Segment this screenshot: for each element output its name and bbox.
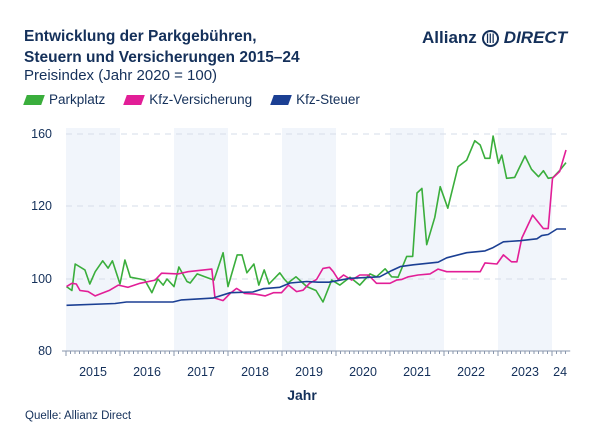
- logo-brand: Allianz: [422, 28, 477, 47]
- year-band: [282, 128, 336, 351]
- chart-title-line1: Entwicklung der Parkgebühren,: [24, 28, 257, 45]
- x-tick-label: 2021: [403, 365, 431, 379]
- legend-label: Kfz-Versicherung: [149, 92, 253, 107]
- legend-item-kfz-steuer: Kfz-Steuer: [270, 92, 360, 107]
- x-tick-label: 2018: [241, 365, 269, 379]
- x-tick-label: 2017: [187, 365, 215, 379]
- source-note: Quelle: Allianz Direct: [25, 410, 132, 422]
- legend-item-kfz-versicherung: Kfz-Versicherung: [123, 92, 253, 107]
- series-line-kfz-steuer: [66, 228, 566, 307]
- chart-title-line2: Steuern und Versicherungen 2015–24: [24, 49, 300, 66]
- y-tick-label: 100: [31, 272, 52, 286]
- y-tick-label: 80: [38, 344, 52, 358]
- x-tick-label: 2019: [295, 365, 323, 379]
- year-band: [66, 128, 120, 351]
- x-tick-label: 2022: [457, 365, 485, 379]
- allianz-direct-logo: Allianz ||| DIRECT: [422, 28, 567, 48]
- legend-label: Parkplatz: [49, 92, 106, 107]
- legend-item-parkplatz: Parkplatz: [23, 92, 106, 107]
- y-tick-label: 160: [31, 127, 52, 141]
- x-tick-label: 2016: [133, 365, 161, 379]
- year-band: [390, 128, 444, 351]
- chart-title: Entwicklung der Parkgebühren, Steuern un…: [24, 26, 300, 68]
- logo-product: DIRECT: [503, 28, 568, 47]
- x-tick-label: 2020: [349, 365, 377, 379]
- x-axis-label: Jahr: [287, 387, 317, 403]
- chart-subtitle: Preisindex (Jahr 2020 = 100): [24, 67, 218, 84]
- series-line-kfz-versicherung: [66, 149, 567, 302]
- legend-label: Kfz-Steuer: [296, 92, 360, 107]
- x-tick-label: 2015: [79, 365, 107, 379]
- year-band: [174, 128, 228, 351]
- x-tick-label: 2023: [511, 365, 539, 379]
- allianz-eagle-icon: |||: [481, 29, 499, 47]
- y-tick-label: 120: [31, 199, 52, 213]
- legend: Parkplatz Kfz-Versicherung Kfz-Steuer: [23, 92, 360, 107]
- x-tick-label: 24: [553, 365, 567, 379]
